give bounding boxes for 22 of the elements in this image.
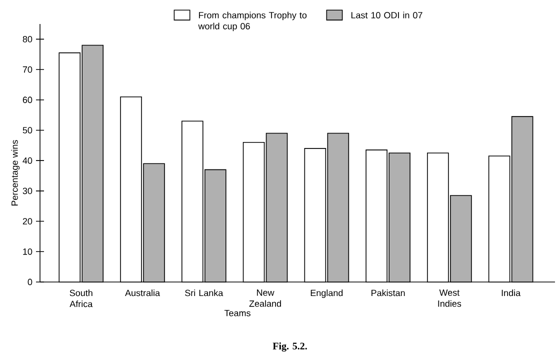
x-tick-label: India [502, 290, 521, 296]
y-tick-label: 20 [22, 218, 32, 224]
x-tick-label: West Indies [438, 290, 462, 307]
y-tick-label: 60 [22, 96, 32, 104]
y-tick-label: 50 [22, 127, 32, 134]
x-tick-label: Australia [125, 290, 160, 296]
x-tick-label: South Africa [70, 290, 93, 308]
x-tick-label: New Zealand [249, 290, 281, 307]
caption: Fig. 5.2. [272, 342, 307, 352]
y-tick-label: 10 [23, 248, 32, 255]
legend-label: From champions Trophy to world cup 06 [198, 12, 307, 32]
y-tick-label: 70 [22, 66, 32, 73]
x-tick-label: Pakistan [372, 290, 405, 296]
y-tick-label: 80 [22, 36, 32, 42]
x-tick-label: England [310, 290, 343, 298]
y-tick-label: 0 [28, 278, 32, 286]
x-axis-title: Teams [224, 310, 250, 316]
legend-label: Last 10 ODI in 07 [351, 12, 422, 18]
y-tick-label: 30 [22, 188, 32, 194]
x-tick-label: Sri Lanka [185, 290, 224, 296]
y-axis-title: Percentage wins [11, 140, 20, 206]
y-tick-label: 40 [22, 157, 32, 164]
